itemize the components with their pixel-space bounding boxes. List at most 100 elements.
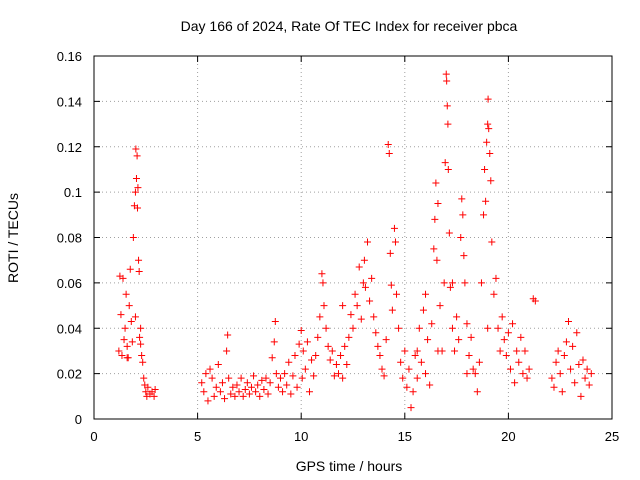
data-point xyxy=(291,351,299,359)
data-point xyxy=(401,347,409,355)
data-point xyxy=(385,150,393,158)
data-point xyxy=(299,347,307,355)
data-point xyxy=(125,302,133,310)
y-tick-label: 0.16 xyxy=(57,49,82,64)
data-point xyxy=(126,265,134,273)
grid-lines xyxy=(94,56,612,419)
data-point xyxy=(305,388,313,396)
data-point xyxy=(484,95,492,103)
data-point xyxy=(434,199,442,207)
data-point xyxy=(360,256,368,264)
data-point xyxy=(475,358,483,366)
data-point xyxy=(283,381,291,389)
data-point xyxy=(319,279,327,287)
data-point xyxy=(583,365,591,373)
data-point xyxy=(444,165,452,173)
data-point xyxy=(422,370,430,378)
data-point xyxy=(254,381,262,389)
data-point xyxy=(436,302,444,310)
data-point xyxy=(361,283,369,291)
data-point xyxy=(224,331,232,339)
data-point xyxy=(556,370,564,378)
y-tick-label: 0 xyxy=(75,412,82,427)
data-point xyxy=(413,347,421,355)
data-point xyxy=(132,145,140,153)
data-point xyxy=(548,374,556,382)
data-point xyxy=(312,351,320,359)
data-point xyxy=(415,324,423,332)
data-point xyxy=(417,358,425,366)
data-point xyxy=(214,361,222,369)
data-point xyxy=(564,317,572,325)
data-point xyxy=(256,392,264,400)
data-point xyxy=(511,379,519,387)
data-point xyxy=(252,388,260,396)
data-point xyxy=(484,324,492,332)
data-point xyxy=(135,268,143,276)
data-point xyxy=(132,175,140,183)
data-point xyxy=(458,195,466,203)
data-point xyxy=(231,392,239,400)
data-point xyxy=(293,383,301,391)
data-point xyxy=(378,365,386,373)
data-point xyxy=(122,290,130,298)
data-point xyxy=(457,234,465,241)
data-point xyxy=(264,390,272,398)
data-point xyxy=(579,356,587,364)
data-point xyxy=(517,333,525,341)
data-point xyxy=(569,342,577,350)
data-point xyxy=(571,379,579,387)
data-point xyxy=(308,356,316,364)
data-point xyxy=(131,313,139,321)
y-tick-label: 0.1 xyxy=(64,185,82,200)
data-point xyxy=(341,342,349,350)
data-point xyxy=(467,333,475,341)
data-point xyxy=(247,383,255,391)
data-point xyxy=(395,324,403,332)
data-point xyxy=(465,351,473,359)
x-tick-labels: 0 5 10 15 20 25 xyxy=(90,429,619,444)
data-point xyxy=(391,238,399,246)
data-point xyxy=(142,388,150,396)
data-point xyxy=(368,274,376,282)
data-point xyxy=(445,229,453,237)
data-point xyxy=(431,215,439,223)
data-point xyxy=(430,245,438,253)
data-point xyxy=(303,338,311,346)
data-point xyxy=(483,138,491,146)
data-point xyxy=(567,365,575,373)
data-point xyxy=(241,386,249,394)
data-point xyxy=(577,392,585,400)
data-point xyxy=(433,256,441,264)
data-point xyxy=(310,372,318,380)
y-tick-label: 0.12 xyxy=(57,140,82,155)
data-point xyxy=(506,365,514,373)
data-point xyxy=(318,270,326,278)
data-point xyxy=(339,374,347,382)
data-point xyxy=(276,374,284,382)
data-point xyxy=(461,279,469,287)
data-point xyxy=(235,388,243,396)
data-point xyxy=(295,340,303,348)
data-point xyxy=(366,297,374,305)
data-point xyxy=(434,347,442,355)
y-tick-label: 0.02 xyxy=(57,367,82,382)
data-point xyxy=(513,347,521,355)
data-point xyxy=(334,370,342,378)
data-point xyxy=(250,372,258,380)
data-point xyxy=(326,356,334,364)
data-point xyxy=(587,370,595,378)
data-point xyxy=(260,386,268,394)
data-point xyxy=(428,320,436,328)
data-point xyxy=(123,354,131,362)
data-point xyxy=(384,140,392,148)
data-point xyxy=(515,358,523,366)
data-point xyxy=(349,324,357,332)
data-point xyxy=(347,311,355,319)
data-point xyxy=(453,313,461,321)
data-point xyxy=(339,302,347,310)
data-point xyxy=(498,313,506,321)
data-point xyxy=(271,317,279,325)
data-point xyxy=(463,320,471,328)
